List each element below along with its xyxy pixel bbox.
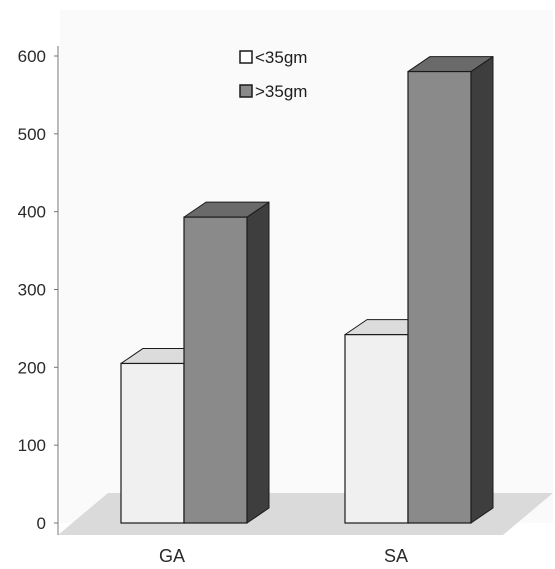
bar-front-face [344,334,409,524]
legend-swatch-0 [239,50,253,64]
legend-label-1: >35gm [255,82,307,101]
bars [120,56,494,524]
bar-side-face [470,56,494,524]
bar-front-face [120,362,185,524]
bar-sa-series-1 [407,56,494,524]
y-tick-label-100: 100 [18,436,46,455]
bar-side-face [246,201,270,524]
legend-label-0: <35gm [255,48,307,67]
legend-item-1: >35gm [239,82,307,101]
legend-item-0: <35gm [239,48,307,67]
y-tick-label-600: 600 [18,47,46,66]
y-tick-label-300: 300 [18,281,46,300]
y-tick-label-500: 500 [18,125,46,144]
y-tick-label-400: 400 [18,203,46,222]
y-axis: 0 100 200 300 400 500 600 [18,46,59,535]
legend: <35gm >35gm [239,48,307,101]
x-category-label-ga: GA [159,546,185,566]
y-tick-label-200: 200 [18,358,46,377]
bar-front-face [183,216,248,524]
x-category-label-sa: SA [384,546,408,566]
legend-swatch-1 [239,84,253,98]
y-tick-label-0: 0 [37,514,46,533]
bar-front-face [407,70,472,524]
x-axis: GA SA [159,546,408,566]
bar-ga-series-1 [183,201,270,524]
